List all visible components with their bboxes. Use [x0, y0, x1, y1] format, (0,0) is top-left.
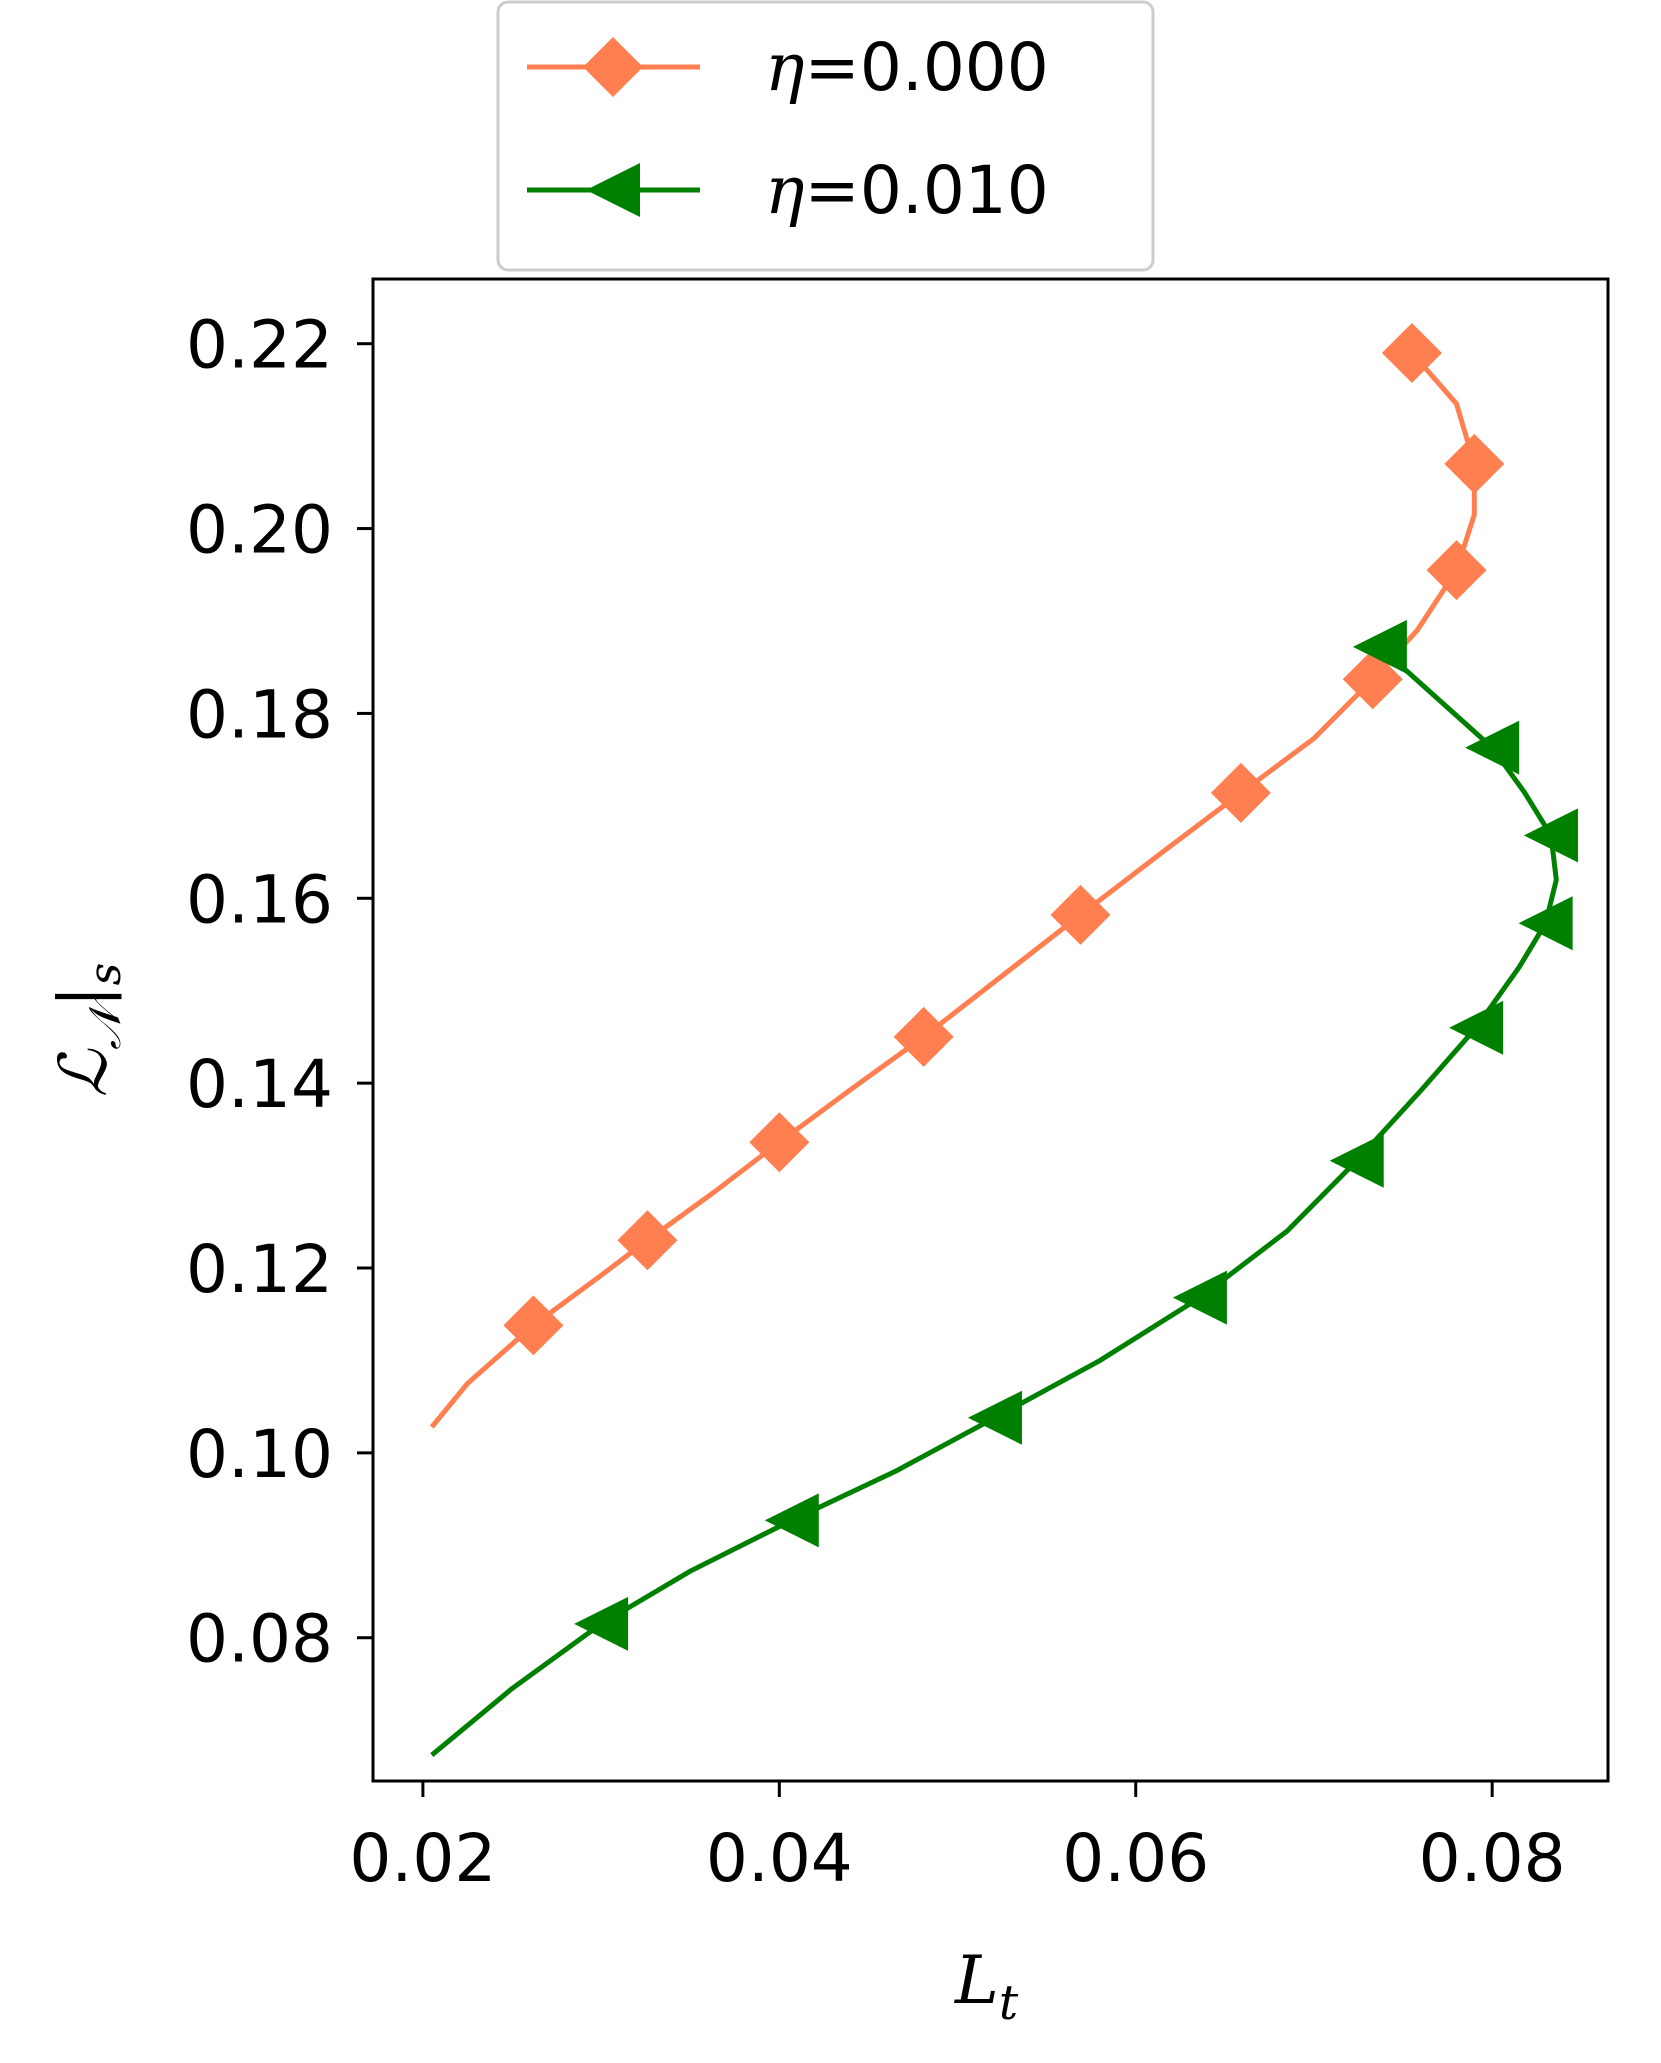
series-0 — [429, 322, 1505, 1429]
data-point-0 — [617, 1210, 678, 1271]
y-axis-label-bar: | — [45, 985, 122, 1007]
data-point-1 — [1329, 1133, 1384, 1188]
x-tick-label: 0.06 — [1062, 1820, 1209, 1897]
x-axis-label: Lt — [954, 1942, 1019, 2031]
data-point-0 — [893, 1006, 954, 1067]
data-point-0 — [1381, 322, 1442, 383]
data-point-1 — [1523, 808, 1578, 863]
data-point-1 — [574, 1596, 629, 1651]
data-point-1 — [764, 1493, 819, 1548]
legend-value-series-0: =0.000 — [805, 29, 1049, 106]
data-point-1 — [1465, 720, 1520, 775]
legend-label-series-0: η=0.000 — [765, 29, 1049, 106]
data-point-1 — [1518, 896, 1573, 951]
x-axis: 0.02 0.04 0.06 0.08 — [349, 1781, 1566, 1897]
y-axis: 0.08 0.10 0.12 0.14 0.16 0.18 0.20 0.22 — [186, 307, 373, 1678]
data-point-1 — [967, 1390, 1022, 1445]
x-tick-label: 0.04 — [706, 1820, 853, 1897]
legend-marker-series-0 — [583, 37, 643, 97]
y-axis-label-bar-subscript: s — [80, 963, 131, 986]
y-tick-label: 0.22 — [186, 307, 333, 384]
legend-label-series-1: η=0.010 — [765, 152, 1049, 229]
legend-marker-series-1 — [586, 163, 640, 217]
data-point-1 — [1172, 1270, 1227, 1325]
y-axis-label: ℒ𝒩|s — [45, 963, 131, 1098]
legend-value-series-1: =0.010 — [805, 152, 1049, 229]
x-axis-label-main: L — [954, 1942, 999, 2019]
x-tick-label: 0.08 — [1419, 1820, 1566, 1897]
y-tick-label: 0.16 — [186, 861, 333, 938]
data-point-0 — [749, 1112, 810, 1173]
y-tick-label: 0.08 — [186, 1601, 333, 1678]
x-axis-label-subscript: t — [999, 1975, 1019, 2031]
y-tick-label: 0.12 — [186, 1231, 333, 1308]
data-point-1 — [1449, 1000, 1504, 1055]
y-axis-label-main: ℒ — [45, 1048, 122, 1097]
plot-frame — [371, 277, 1610, 1783]
legend: η=0.000 η=0.010 — [496, 0, 1155, 272]
legend-symbol-series-1: η — [765, 152, 805, 229]
series-1 — [430, 619, 1578, 1758]
data-point-0 — [1426, 540, 1487, 601]
legend-entry-series-1: η=0.010 — [527, 152, 1049, 229]
legend-symbol-series-0: η — [765, 29, 805, 106]
data-point-1 — [1352, 619, 1407, 674]
data-point-0 — [1444, 433, 1505, 494]
y-tick-label: 0.20 — [186, 492, 333, 569]
legend-entry-series-0: η=0.000 — [527, 29, 1049, 106]
x-tick-label: 0.02 — [349, 1820, 496, 1897]
y-tick-label: 0.10 — [186, 1416, 333, 1493]
y-tick-label: 0.14 — [186, 1046, 333, 1123]
data-point-0 — [503, 1295, 564, 1356]
y-tick-label: 0.18 — [186, 676, 333, 753]
data-point-0 — [1210, 762, 1271, 823]
data-point-0 — [1050, 884, 1111, 945]
series-layer — [429, 322, 1578, 1758]
